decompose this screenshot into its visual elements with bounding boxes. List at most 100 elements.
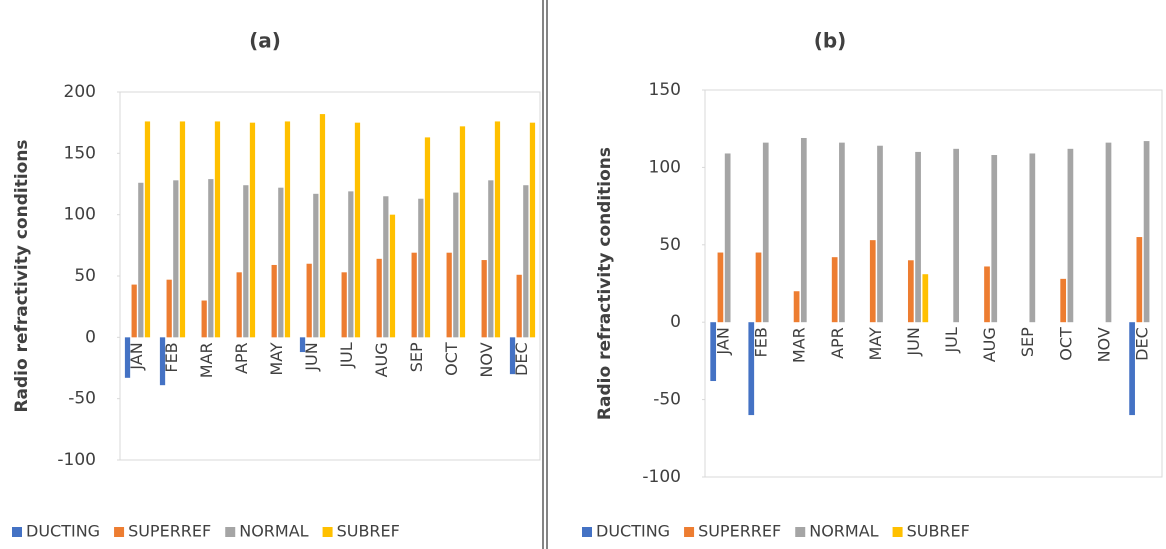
bar — [214, 121, 221, 338]
bar — [800, 137, 807, 323]
bar — [724, 153, 731, 323]
x-tick-label: APR — [828, 327, 847, 359]
bar — [1060, 278, 1067, 323]
x-tick-label: AUG — [980, 327, 999, 362]
bar — [1129, 322, 1135, 416]
x-tick-label: NOV — [1094, 327, 1113, 362]
bar — [755, 252, 762, 323]
bar — [389, 214, 396, 338]
x-tick-label: NOV — [477, 342, 496, 377]
bar — [953, 148, 960, 323]
bar — [236, 272, 242, 338]
bar — [516, 274, 522, 338]
x-tick-label: JUL — [942, 327, 961, 353]
x-tick-label: APR — [232, 342, 251, 374]
bar — [144, 121, 151, 338]
bar — [869, 240, 876, 323]
bar — [915, 151, 921, 323]
y-tick-label: -50 — [653, 390, 681, 410]
legend-label: SUPERREF — [128, 522, 211, 541]
y-axis-label: Radio refractivity conditions — [595, 147, 615, 420]
bar — [249, 122, 256, 338]
x-tick-label: OCT — [442, 342, 461, 376]
bar — [762, 142, 769, 323]
y-tick-label: -100 — [642, 467, 681, 487]
x-tick-label: DEC — [1132, 327, 1151, 361]
x-tick-label: JUL — [337, 342, 356, 368]
bar — [201, 300, 207, 338]
legend-label: SUBREF — [907, 522, 970, 541]
x-tick-label: MAR — [197, 342, 216, 378]
y-tick-label: 50 — [659, 235, 681, 255]
bar — [284, 121, 291, 338]
bar — [922, 274, 929, 323]
bar — [166, 279, 172, 338]
legend-swatch — [582, 527, 592, 537]
bar — [179, 121, 186, 338]
legend-swatch — [322, 527, 333, 537]
x-tick-label: MAY — [267, 342, 286, 376]
bar — [793, 291, 800, 323]
bar — [1067, 148, 1074, 323]
bar — [138, 182, 144, 338]
bar — [376, 258, 382, 338]
bar — [271, 264, 277, 338]
bar — [278, 187, 284, 338]
bar — [459, 126, 466, 338]
x-tick-label: JAN — [127, 342, 146, 370]
bar — [481, 260, 487, 338]
y-tick-label: 50 — [74, 266, 96, 286]
legend-swatch — [684, 527, 695, 537]
x-tick-label: JAN — [714, 327, 733, 355]
bar — [453, 192, 459, 338]
bar — [839, 142, 845, 323]
bar — [907, 260, 914, 323]
bar — [411, 252, 417, 338]
bar — [319, 114, 326, 338]
legend-label: SUBREF — [337, 522, 400, 541]
bar — [748, 322, 755, 416]
y-tick-label: 100 — [64, 205, 96, 225]
bar — [299, 337, 306, 353]
bar — [1029, 153, 1036, 323]
bar — [710, 322, 717, 382]
legend-label: NORMAL — [809, 522, 878, 541]
bar — [131, 284, 137, 338]
bar — [1143, 141, 1150, 323]
bar — [446, 252, 452, 338]
legend-label: DUCTING — [596, 522, 670, 541]
x-tick-label: FEB — [162, 342, 181, 372]
x-tick-label: OCT — [1056, 327, 1075, 361]
bar — [243, 185, 249, 338]
bar — [341, 272, 347, 338]
x-tick-label: AUG — [372, 342, 391, 377]
y-tick-label: 200 — [64, 82, 96, 102]
bar — [529, 122, 536, 338]
y-tick-label: -50 — [68, 389, 96, 409]
bar — [877, 145, 883, 323]
bar — [348, 191, 354, 338]
x-tick-label: JUN — [302, 342, 321, 371]
bar — [313, 193, 319, 338]
bar — [1105, 142, 1112, 323]
bar — [494, 121, 501, 338]
bar — [1136, 237, 1143, 323]
y-axis-label: Radio refractivity conditions — [12, 139, 32, 412]
legend-swatch — [114, 527, 125, 537]
bar — [354, 122, 361, 338]
legend-swatch — [225, 527, 236, 537]
y-tick-label: 0 — [85, 327, 96, 347]
chart-title: (a) — [249, 29, 281, 53]
legend-label: SUPERREF — [698, 522, 781, 541]
bar — [306, 263, 312, 338]
y-tick-label: 100 — [649, 157, 681, 177]
legend-swatch — [795, 527, 806, 537]
bar — [418, 198, 424, 338]
bar — [124, 337, 131, 378]
x-tick-label: MAR — [790, 327, 809, 363]
bar — [991, 155, 998, 323]
x-tick-label: DEC — [512, 342, 531, 376]
bar — [831, 257, 838, 323]
bar — [424, 137, 431, 338]
